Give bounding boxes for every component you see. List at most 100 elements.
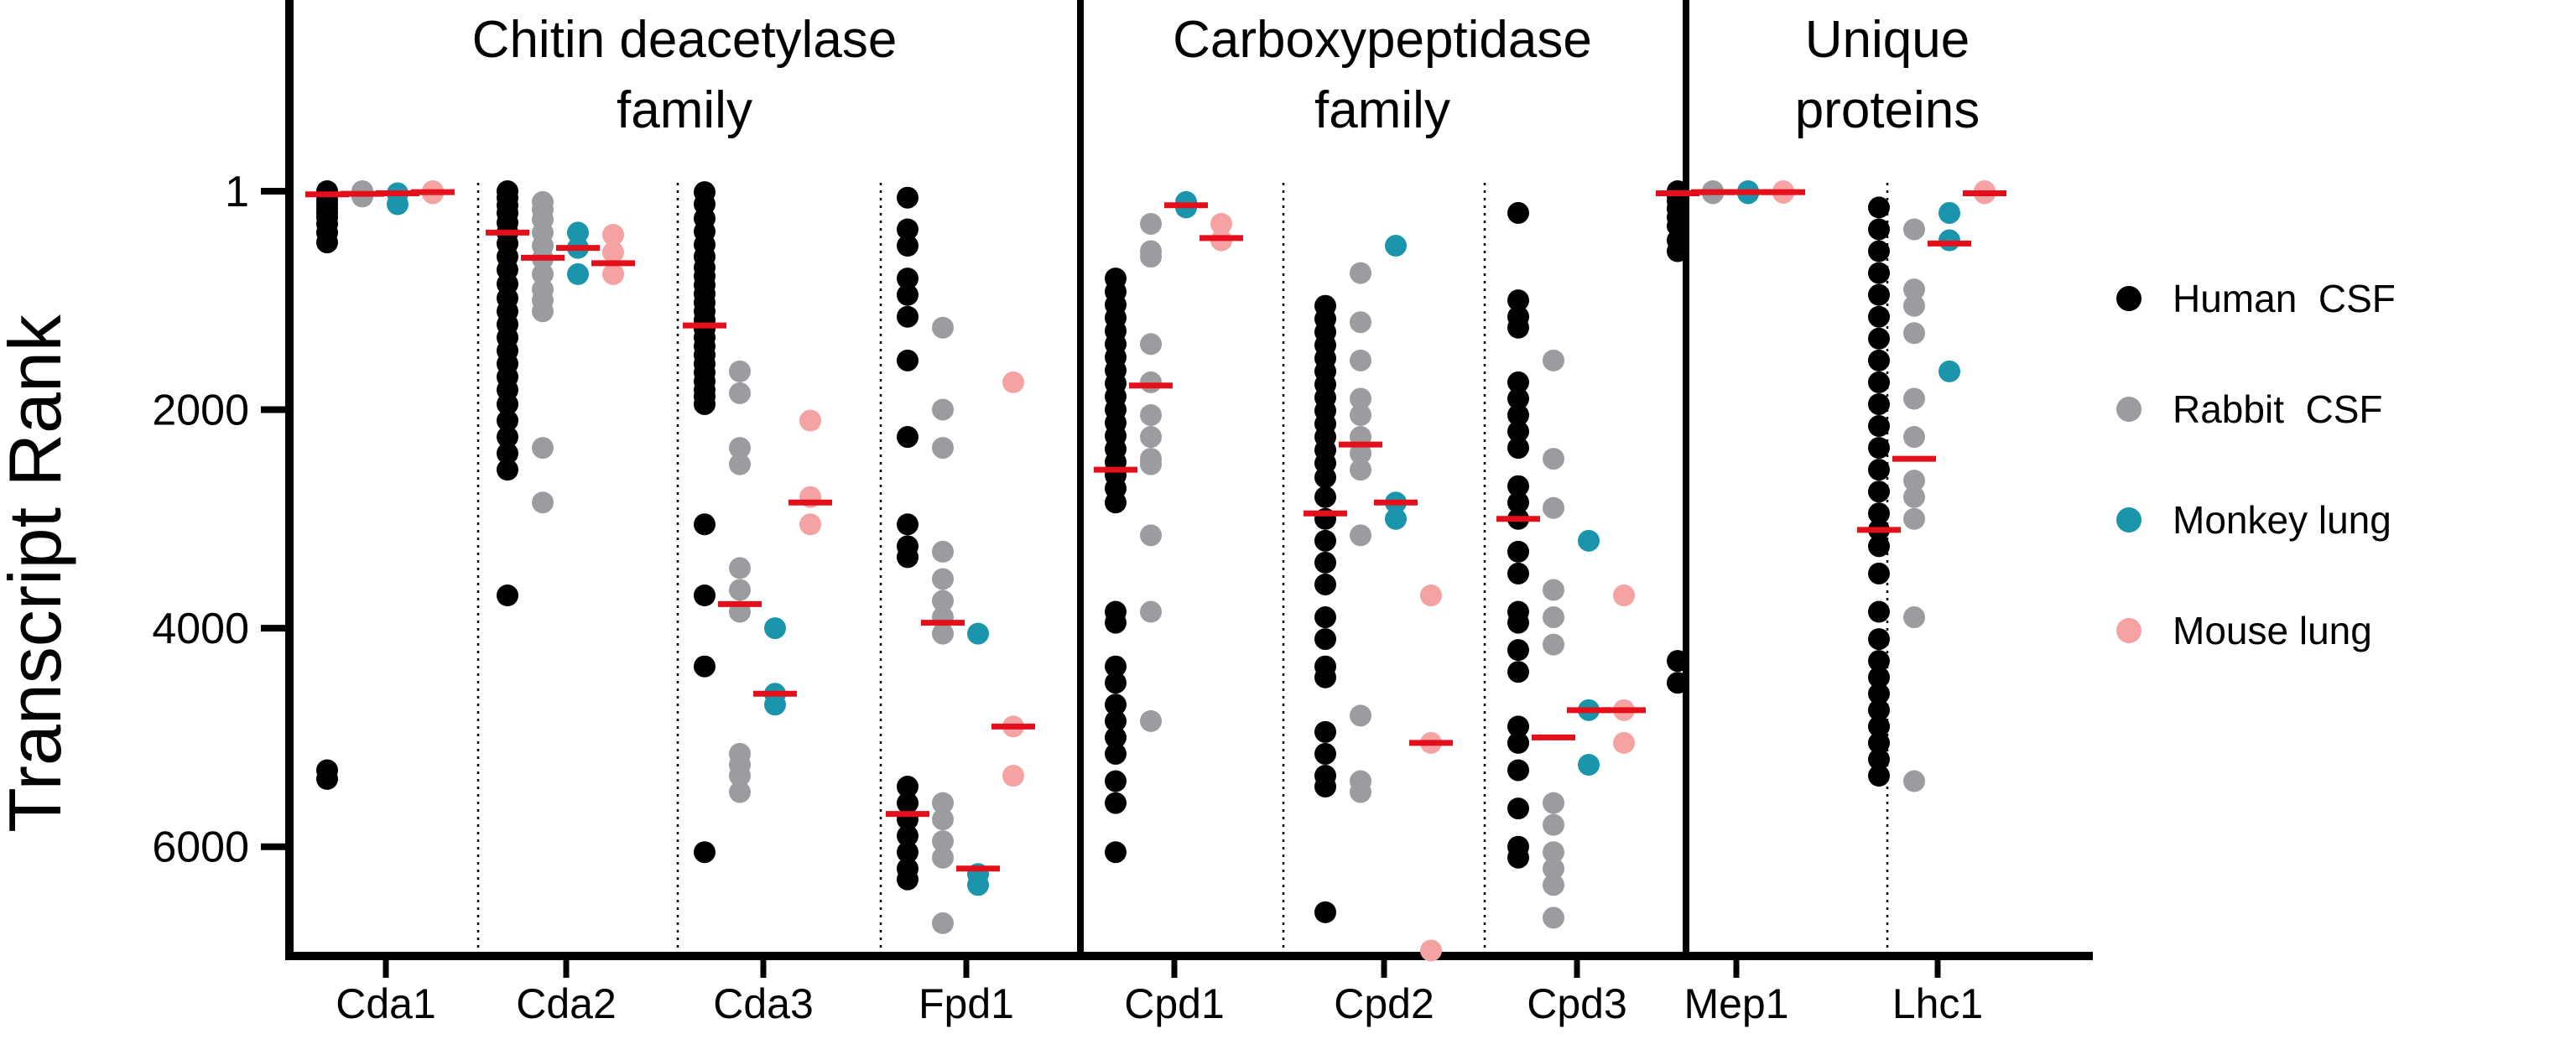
data-point <box>1105 841 1127 864</box>
data-point <box>1507 797 1529 820</box>
data-point <box>1507 611 1529 634</box>
data-point <box>1868 437 1890 460</box>
data-point <box>1350 459 1371 481</box>
data-point <box>1314 551 1336 574</box>
data-point <box>764 694 786 716</box>
data-point <box>897 776 919 798</box>
data-point <box>932 912 954 934</box>
data-point <box>1543 841 1564 864</box>
data-point <box>567 262 589 285</box>
data-point <box>1507 731 1529 754</box>
group-title: family <box>617 81 752 139</box>
data-point <box>1314 720 1336 743</box>
category-label: Cpd2 <box>1334 980 1434 1027</box>
data-point <box>567 221 589 244</box>
data-point <box>1939 201 1960 224</box>
data-point <box>897 186 919 209</box>
data-point <box>932 568 954 590</box>
data-point <box>694 841 716 864</box>
legend-label: Rabbit CSF <box>2173 387 2383 431</box>
data-point <box>1350 349 1371 371</box>
data-point <box>532 491 554 514</box>
group-title: Chitin deacetylase <box>472 11 898 69</box>
data-point <box>602 262 624 285</box>
data-point <box>897 824 919 847</box>
data-point <box>497 426 518 449</box>
data-point <box>1350 403 1371 426</box>
data-point <box>799 409 821 432</box>
data-point <box>1420 584 1442 606</box>
data-point <box>1105 742 1127 765</box>
data-point <box>932 792 954 814</box>
data-point <box>897 513 919 536</box>
data-point <box>1314 666 1336 688</box>
data-point <box>1868 535 1890 558</box>
legend-marker <box>2116 286 2141 311</box>
data-point <box>694 655 716 678</box>
data-point <box>1507 475 1529 497</box>
data-point <box>1868 459 1890 481</box>
data-point <box>1868 562 1890 584</box>
data-point <box>932 846 954 869</box>
data-point <box>1140 371 1162 393</box>
data-point <box>897 305 919 328</box>
data-point <box>729 579 751 601</box>
data-point <box>1140 524 1162 547</box>
data-point <box>1507 437 1529 460</box>
group-title: proteins <box>1795 81 1980 139</box>
category-label: Cda1 <box>336 980 436 1027</box>
legend-label: Human CSF <box>2173 277 2396 320</box>
data-point <box>1350 387 1371 410</box>
data-point <box>1613 731 1635 754</box>
data-point <box>729 781 751 803</box>
data-point <box>1314 628 1336 651</box>
data-point <box>1543 907 1564 929</box>
data-point <box>1903 218 1925 241</box>
data-point <box>897 868 919 891</box>
data-point <box>1868 283 1890 306</box>
data-point <box>1105 770 1127 792</box>
data-point <box>1140 212 1162 235</box>
data-point <box>1002 371 1024 393</box>
data-point <box>1385 507 1407 530</box>
data-point <box>897 792 919 814</box>
data-point <box>532 437 554 460</box>
data-point <box>932 622 954 645</box>
data-point <box>799 513 821 536</box>
data-point <box>1578 529 1600 552</box>
data-point <box>1507 201 1529 224</box>
data-point <box>1543 349 1564 371</box>
data-point <box>1350 442 1371 465</box>
data-point <box>932 808 954 831</box>
data-point <box>1543 874 1564 896</box>
data-point <box>694 392 716 415</box>
data-point <box>1543 813 1564 836</box>
group-title: family <box>1314 81 1450 139</box>
data-point <box>1868 392 1890 415</box>
category-label: Cda2 <box>516 980 617 1027</box>
group-title: Unique <box>1805 11 1970 69</box>
data-point <box>1314 742 1336 765</box>
data-point <box>1868 240 1890 262</box>
y-tick-label: 6000 <box>152 823 249 872</box>
legend-marker <box>2116 507 2141 532</box>
data-point <box>897 349 919 371</box>
data-point <box>1868 748 1890 771</box>
data-point <box>1140 426 1162 449</box>
data-point <box>1140 333 1162 356</box>
group-title: Carboxypeptidase <box>1173 11 1592 69</box>
data-point <box>1868 349 1890 371</box>
data-point <box>897 218 919 241</box>
data-point <box>316 231 338 254</box>
data-point <box>1105 792 1127 814</box>
data-point <box>1507 491 1529 514</box>
data-point <box>1868 683 1890 705</box>
legend-label: Monkey lung <box>2173 498 2391 542</box>
legend-marker <box>2116 397 2141 422</box>
y-tick-label: 4000 <box>152 605 249 653</box>
data-point <box>1667 672 1689 694</box>
data-point <box>1868 327 1890 350</box>
data-point <box>1105 611 1127 634</box>
data-point <box>1140 453 1162 475</box>
data-point <box>1903 470 1925 492</box>
